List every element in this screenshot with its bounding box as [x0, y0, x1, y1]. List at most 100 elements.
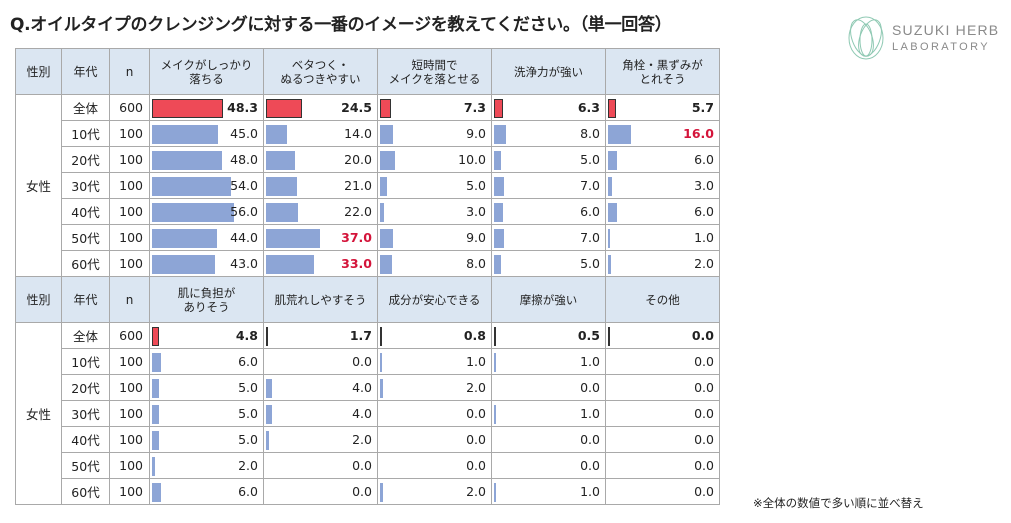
- value-label: 0.0: [694, 380, 714, 395]
- table-row: 30代 100 5.0 4.0 0.0 1.0 0.0: [16, 400, 720, 427]
- n-cell: 100: [109, 172, 150, 199]
- value-label: 0.0: [694, 458, 714, 473]
- value-cell: 5.0: [149, 426, 264, 453]
- n-cell: 100: [109, 146, 150, 173]
- brand-name-line1: SUZUKI HERB: [892, 22, 1000, 38]
- value-cell: 48.0: [149, 146, 264, 173]
- value-label: 1.0: [580, 484, 600, 499]
- column-header: 肌に負担が ありそう: [149, 276, 264, 323]
- value-cell: 0.8: [377, 322, 492, 349]
- value-bar: [494, 151, 501, 170]
- value-cell: 0.0: [263, 348, 378, 375]
- value-label: 20.0: [344, 152, 372, 167]
- n-cell: 100: [109, 120, 150, 147]
- value-cell: 0.0: [605, 452, 720, 479]
- value-cell: 1.0: [491, 348, 606, 375]
- value-cell: 0.0: [605, 400, 720, 427]
- value-label: 45.0: [230, 126, 258, 141]
- value-bar: [494, 405, 496, 424]
- value-label: 43.0: [230, 256, 258, 271]
- value-cell: 8.0: [491, 120, 606, 147]
- value-cell: 20.0: [263, 146, 378, 173]
- value-cell: 7.0: [491, 172, 606, 199]
- value-label: 0.0: [466, 406, 486, 421]
- table-row: 20代 100 5.0 4.0 2.0 0.0 0.0: [16, 374, 720, 401]
- value-cell: 6.0: [605, 146, 720, 173]
- value-label: 5.0: [580, 152, 600, 167]
- value-bar: [494, 125, 506, 144]
- value-bar: [152, 99, 223, 118]
- value-label: 1.0: [466, 354, 486, 369]
- value-cell: 33.0: [263, 250, 378, 277]
- value-label: 5.0: [238, 380, 258, 395]
- value-bar: [494, 229, 504, 248]
- table-row: 50代 100 2.0 0.0 0.0 0.0 0.0: [16, 452, 720, 479]
- age-cell: 全体: [61, 94, 110, 121]
- value-label: 48.3: [227, 100, 258, 115]
- value-label: 0.0: [694, 354, 714, 369]
- value-bar: [380, 203, 384, 222]
- value-label: 21.0: [344, 178, 372, 193]
- value-cell: 5.0: [149, 400, 264, 427]
- segment-label: 女性: [15, 322, 62, 505]
- value-cell: 2.0: [149, 452, 264, 479]
- value-label: 6.0: [694, 204, 714, 219]
- value-bar: [266, 151, 295, 170]
- age-cell: 10代: [61, 120, 110, 147]
- age-cell: 30代: [61, 400, 110, 427]
- value-bar: [380, 379, 383, 398]
- value-cell: 0.0: [377, 452, 492, 479]
- value-cell: 0.0: [491, 452, 606, 479]
- value-label: 0.5: [577, 328, 600, 343]
- value-cell: 5.7: [605, 94, 720, 121]
- page-title: Q.オイルタイプのクレンジングに対する一番のイメージを教えてください。（単一回答…: [10, 15, 672, 35]
- column-header: 洗浄力が強い: [491, 48, 606, 95]
- value-bar: [266, 229, 320, 248]
- age-cell: 40代: [61, 198, 110, 225]
- n-cell: 600: [109, 322, 150, 349]
- value-bar: [152, 177, 231, 196]
- value-cell: 0.0: [491, 374, 606, 401]
- header-age: 年代: [61, 48, 110, 95]
- value-cell: 6.0: [491, 198, 606, 225]
- value-bar: [380, 327, 382, 346]
- brand-logo: SUZUKI HERB LABORATORY: [840, 8, 1010, 68]
- value-bar: [494, 483, 496, 502]
- value-cell: 6.0: [149, 348, 264, 375]
- value-bar: [380, 177, 387, 196]
- value-bar: [494, 203, 503, 222]
- value-label: 7.0: [580, 178, 600, 193]
- value-bar: [152, 327, 159, 346]
- value-cell: 10.0: [377, 146, 492, 173]
- value-bar: [152, 379, 159, 398]
- value-bar: [152, 229, 217, 248]
- value-cell: 2.0: [605, 250, 720, 277]
- value-bar: [608, 125, 631, 144]
- value-label: 2.0: [694, 256, 714, 271]
- value-cell: 5.0: [491, 250, 606, 277]
- n-cell: 100: [109, 400, 150, 427]
- results-table: 性別 年代 n メイクがしっかり 落ちる ベタつく・ ぬるつきやすい 短時間で メイクを落とせる…: [15, 48, 720, 505]
- value-bar: [152, 457, 155, 476]
- value-label: 0.0: [580, 380, 600, 395]
- header-gender: 性別: [15, 48, 62, 95]
- value-label: 0.0: [580, 458, 600, 473]
- age-cell: 20代: [61, 146, 110, 173]
- value-label: 1.0: [694, 230, 714, 245]
- value-bar: [152, 483, 161, 502]
- brand-name-line2: LABORATORY: [892, 41, 990, 53]
- value-cell: 24.5: [263, 94, 378, 121]
- value-cell: 4.8: [149, 322, 264, 349]
- value-label: 1.0: [580, 406, 600, 421]
- value-cell: 0.0: [605, 322, 720, 349]
- value-bar: [266, 255, 314, 274]
- value-label: 33.0: [341, 256, 372, 271]
- value-label: 7.3: [463, 100, 486, 115]
- value-bar: [494, 99, 503, 118]
- value-label: 0.0: [694, 406, 714, 421]
- value-bar: [266, 99, 302, 118]
- value-cell: 8.0: [377, 250, 492, 277]
- value-label: 5.0: [580, 256, 600, 271]
- value-bar: [152, 353, 161, 372]
- age-cell: 30代: [61, 172, 110, 199]
